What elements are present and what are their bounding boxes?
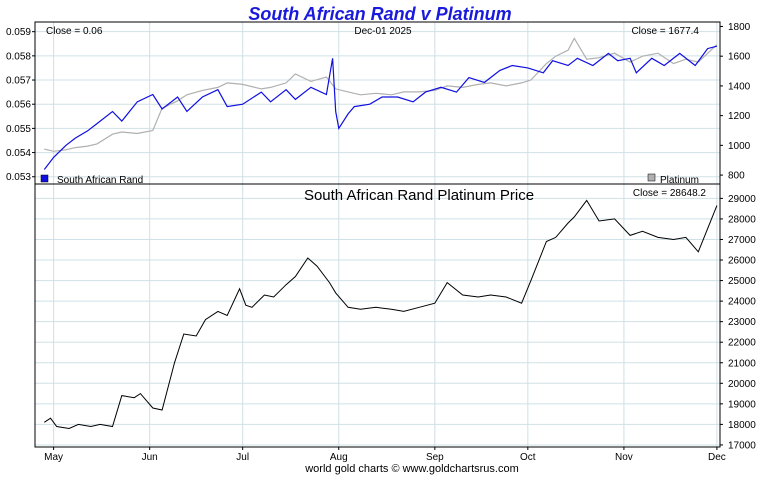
- y-price-tick-label: 26000: [728, 256, 756, 267]
- x-tick-label: Dec: [708, 452, 726, 463]
- footer-credit: world gold charts © www.goldchartsrus.co…: [304, 463, 519, 475]
- x-tick-label: Nov: [615, 452, 633, 463]
- y-price-tick-label: 24000: [728, 297, 756, 308]
- x-tick-label: Aug: [330, 452, 348, 463]
- rand-series-line: [43, 45, 718, 170]
- chart-title: South African Rand v Platinum: [248, 4, 511, 24]
- top-panel-series: [43, 37, 718, 170]
- y-price-tick-label: 21000: [728, 358, 756, 369]
- y-price-tick-label: 23000: [728, 317, 756, 328]
- y-left-tick-label: 0.057: [6, 76, 31, 87]
- y-left-tick-label: 0.056: [6, 100, 31, 111]
- bottom-panel-title: South African Rand Platinum Price: [304, 187, 534, 204]
- y-left-tick-label: 0.059: [6, 27, 31, 38]
- top-date: Dec-01 2025: [354, 26, 412, 37]
- x-tick-label: Jul: [236, 452, 249, 463]
- y-right-tick-label: 1800: [728, 22, 751, 33]
- y-price-tick-label: 27000: [728, 235, 756, 246]
- x-tick-label: Jun: [142, 452, 158, 463]
- legend-platinum-label: Platinum: [660, 175, 699, 186]
- y-left-tick-label: 0.058: [6, 51, 31, 62]
- y-price-tick-label: 17000: [728, 440, 756, 451]
- y-left-tick-label: 0.053: [6, 172, 31, 183]
- price-series-line: [44, 199, 718, 430]
- y-price-tick-label: 19000: [728, 399, 756, 410]
- bottom-close: Close = 28648.2: [633, 188, 707, 199]
- y-price-tick-label: 25000: [728, 276, 756, 287]
- y-right-tick-label: 1200: [728, 111, 751, 122]
- y-price-tick-label: 29000: [728, 194, 756, 205]
- y-price-tick-label: 18000: [728, 420, 756, 431]
- legend-rand-label: South African Rand: [57, 175, 143, 186]
- y-right-tick-label: 1000: [728, 141, 751, 152]
- bottom-panel-series: [44, 199, 718, 430]
- y-left-tick-label: 0.055: [6, 124, 31, 135]
- y-left-tick-label: 0.054: [6, 148, 31, 159]
- top-close-left: Close = 0.06: [46, 26, 103, 37]
- top-panel-grid: [35, 22, 720, 184]
- bottom-panel-grid: [35, 184, 720, 447]
- x-tick-label: May: [44, 452, 63, 463]
- bottom-panel-frame: [34, 183, 721, 448]
- y-price-tick-label: 22000: [728, 338, 756, 349]
- platinum-series-line: [44, 37, 718, 152]
- y-right-tick-label: 800: [728, 171, 745, 182]
- top-close-right: Close = 1677.4: [631, 26, 699, 37]
- legend-rand-swatch: [40, 174, 49, 183]
- x-tick-label: Oct: [520, 452, 536, 463]
- legend-platinum-swatch: [647, 173, 656, 182]
- axis-labels: May Jun Jul Aug Sep Oct Nov Dec 0.053 0.054 0.055 0…: [6, 22, 756, 463]
- x-tick-label: Sep: [426, 452, 444, 463]
- y-right-tick-label: 1400: [728, 81, 751, 92]
- y-price-tick-label: 20000: [728, 379, 756, 390]
- y-price-tick-label: 28000: [728, 214, 756, 225]
- top-panel-frame: [34, 21, 721, 185]
- y-right-tick-label: 1600: [728, 52, 751, 63]
